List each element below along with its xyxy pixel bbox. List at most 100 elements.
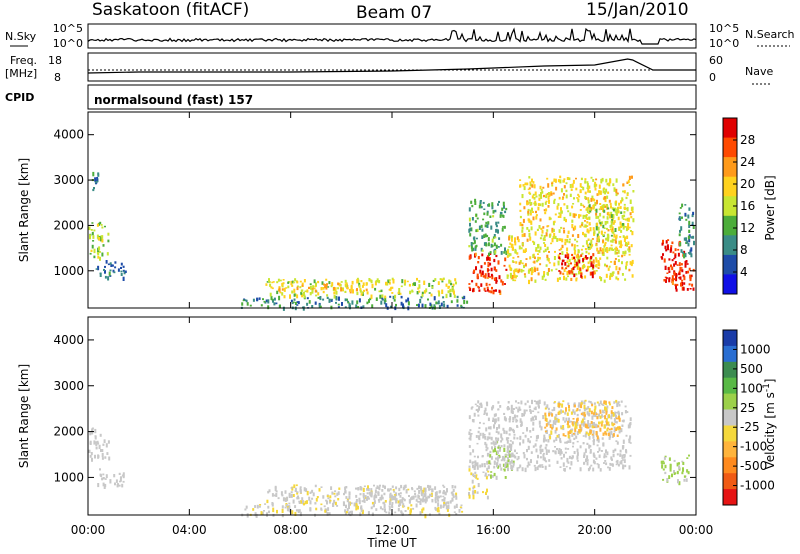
heatmap-cell xyxy=(627,217,630,222)
heatmap-cell xyxy=(620,240,622,245)
heatmap-cell xyxy=(484,441,487,446)
heatmap-cell xyxy=(469,459,472,464)
heatmap-cell xyxy=(536,228,539,231)
heatmap-cell xyxy=(609,403,611,406)
heatmap-cell xyxy=(623,203,626,206)
heatmap-cell xyxy=(613,233,616,238)
heatmap-cell xyxy=(533,407,536,410)
heatmap-cell xyxy=(508,443,511,448)
heatmap-cell xyxy=(98,237,101,241)
heatmap-cell xyxy=(486,288,489,292)
heatmap-cell xyxy=(526,400,529,403)
heatmap-cell xyxy=(475,408,478,411)
heatmap-cell xyxy=(504,283,506,285)
heatmap-cell xyxy=(505,430,508,435)
heatmap-cell xyxy=(575,213,577,217)
heatmap-cell xyxy=(558,448,561,451)
heatmap-cell xyxy=(586,229,589,232)
heatmap-cell xyxy=(285,287,288,289)
heatmap-cell xyxy=(580,177,583,181)
heatmap-cell xyxy=(679,229,681,233)
heatmap-cell xyxy=(116,484,119,488)
heatmap-cell xyxy=(686,457,689,459)
heatmap-cell xyxy=(347,300,349,303)
heatmap-cell xyxy=(472,419,475,423)
heatmap-cell xyxy=(494,413,497,417)
heatmap-cell xyxy=(594,201,597,207)
heatmap-cell xyxy=(436,302,439,305)
heatmap-cell xyxy=(482,201,485,204)
heatmap-cell xyxy=(511,410,514,414)
heatmap-cell xyxy=(513,414,516,418)
heatmap-cell xyxy=(534,443,537,447)
heatmap-cell xyxy=(511,452,514,457)
heatmap-cell xyxy=(366,291,369,295)
heatmap-cell xyxy=(588,222,591,226)
heatmap-cell xyxy=(679,266,682,271)
heatmap-cell xyxy=(468,286,471,289)
heatmap-cell xyxy=(673,263,676,267)
heatmap-cell xyxy=(523,413,525,417)
heatmap-cell xyxy=(399,292,402,295)
heatmap-cell xyxy=(416,277,418,281)
heatmap-cell xyxy=(474,460,477,465)
heatmap-cell xyxy=(607,229,610,232)
heatmap-cell xyxy=(296,286,299,291)
heatmap-cell xyxy=(562,462,565,467)
heatmap-cell xyxy=(443,486,446,488)
heatmap-cell xyxy=(629,417,632,422)
heatmap-cell xyxy=(321,281,324,285)
heatmap-cell xyxy=(614,203,617,206)
heatmap-cell xyxy=(561,238,564,243)
colorbar-swatch xyxy=(723,254,737,275)
heatmap-cell xyxy=(545,208,548,212)
heatmap-cell xyxy=(495,254,498,258)
heatmap-cell xyxy=(398,288,401,293)
heatmap-cell xyxy=(544,415,547,419)
heatmap-cell xyxy=(597,215,600,219)
heatmap-cell xyxy=(538,249,541,253)
heatmap-cell xyxy=(340,287,343,292)
heatmap-cell xyxy=(568,408,571,412)
heatmap-cell xyxy=(529,409,532,412)
heatmap-cell xyxy=(362,487,365,492)
heatmap-cell xyxy=(294,490,297,492)
heatmap-cell xyxy=(604,415,607,420)
heatmap-cell xyxy=(674,248,677,252)
heatmap-cell xyxy=(510,243,513,248)
heatmap-cell xyxy=(685,478,688,482)
heatmap-cell xyxy=(357,505,359,510)
heatmap-cell xyxy=(504,454,507,456)
heatmap-cell xyxy=(385,511,388,514)
heatmap-cell xyxy=(596,193,599,196)
heatmap-cell xyxy=(355,507,358,511)
heatmap-cell xyxy=(322,287,325,290)
heatmap-cell xyxy=(474,464,477,468)
heatmap-cell xyxy=(503,225,506,229)
heatmap-cell xyxy=(385,303,388,308)
heatmap-cell xyxy=(542,454,545,458)
heatmap-cell xyxy=(675,285,677,290)
heatmap-cell xyxy=(276,290,279,295)
heatmap-cell xyxy=(610,413,613,417)
heatmap-cell xyxy=(543,434,546,439)
heatmap-cell xyxy=(631,259,634,264)
heatmap-cell xyxy=(388,506,391,511)
heatmap-cell xyxy=(497,417,500,422)
heatmap-cell xyxy=(522,218,525,223)
heatmap-cell xyxy=(678,465,681,470)
heatmap-cell xyxy=(92,240,95,242)
heatmap-cell xyxy=(564,262,567,266)
heatmap-cell xyxy=(390,286,393,290)
heatmap-cell xyxy=(528,218,531,223)
heatmap-cell xyxy=(547,197,550,200)
heatmap-cell xyxy=(284,506,287,509)
heatmap-cell xyxy=(610,205,612,209)
heatmap-cell xyxy=(511,441,514,445)
heatmap-cell xyxy=(455,513,458,515)
colorbar-swatch xyxy=(723,118,737,139)
heatmap-cell xyxy=(489,215,492,218)
heatmap-cell xyxy=(566,234,569,239)
heatmap-cell xyxy=(578,270,580,275)
heatmap-cell xyxy=(662,462,665,465)
